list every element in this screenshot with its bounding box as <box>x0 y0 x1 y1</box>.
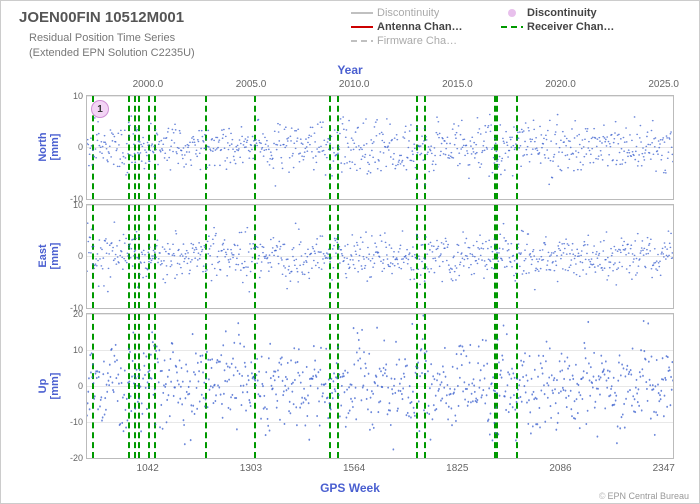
legend-swatch <box>351 35 373 47</box>
legend-label: Receiver Chan… <box>527 21 614 33</box>
chart-panels: North[mm]1-10010East[mm]-10010Up[mm]-20-… <box>86 95 674 459</box>
legend-swatch <box>351 21 373 33</box>
ytick: 0 <box>55 251 83 261</box>
legend-item: Receiver Chan… <box>501 21 671 33</box>
legend-label: Discontinuity <box>377 7 439 19</box>
legend-label: Antenna Chan… <box>377 21 463 33</box>
chart-container: JOEN00FIN 10512M001 Residual Position Ti… <box>0 0 700 504</box>
ytick: 10 <box>55 200 83 210</box>
top-tick: 2005.0 <box>236 79 267 90</box>
subtitle-line-2: (Extended EPN Solution C2235U) <box>29 46 195 61</box>
legend-swatch <box>501 21 523 33</box>
scatter-north <box>87 96 673 199</box>
discontinuity-badge: 1 <box>91 100 109 118</box>
legend-item: Discontinuity <box>351 7 501 19</box>
legend-label: Firmware Cha… <box>377 35 457 47</box>
bottom-axis-ticks: 1042 1303 1564 1825 2086 2347 <box>86 463 674 477</box>
panel-east: East[mm]-10010 <box>86 204 674 309</box>
ytick: -10 <box>55 417 83 427</box>
bottom-tick: 2086 <box>549 463 571 474</box>
bottom-tick: 1564 <box>343 463 365 474</box>
top-tick: 2010.0 <box>339 79 370 90</box>
subtitle-line-1: Residual Position Time Series <box>29 31 195 46</box>
bottom-tick: 2347 <box>653 463 675 474</box>
legend-item: Discontinuity <box>501 7 671 19</box>
top-tick: 2025.0 <box>648 79 679 90</box>
chart-subtitle: Residual Position Time Series (Extended … <box>29 31 195 62</box>
ytick: 10 <box>55 345 83 355</box>
legend-label: Discontinuity <box>527 7 597 19</box>
scatter-east <box>87 205 673 308</box>
footer-credit: EPN Central Bureau <box>599 491 689 501</box>
chart-legend: Discontinuity Discontinuity Antenna Chan… R… <box>351 7 691 47</box>
top-tick: 2015.0 <box>442 79 473 90</box>
ytick: 0 <box>55 142 83 152</box>
bottom-tick: 1303 <box>240 463 262 474</box>
ytick: 0 <box>55 381 83 391</box>
legend-swatch <box>501 7 523 19</box>
top-tick: 2000.0 <box>133 79 164 90</box>
bottom-tick: 1042 <box>137 463 159 474</box>
top-axis-ticks: 2000.02005.02010.02015.02020.02025.0 <box>86 79 674 93</box>
ytick: 10 <box>55 91 83 101</box>
legend-item: Firmware Cha… <box>351 35 501 47</box>
legend-item: Antenna Chan… <box>351 21 501 33</box>
legend-swatch <box>351 7 373 19</box>
bottom-tick: 1825 <box>446 463 468 474</box>
chart-title: JOEN00FIN 10512M001 <box>19 9 184 26</box>
ytick: -20 <box>55 453 83 463</box>
panel-up: Up[mm]-20-1001020 <box>86 313 674 459</box>
bottom-axis-title: GPS Week <box>1 481 699 495</box>
ytick: 20 <box>55 309 83 319</box>
top-axis-title: Year <box>1 63 699 77</box>
top-tick: 2020.0 <box>545 79 576 90</box>
scatter-up <box>87 314 673 458</box>
panel-north: North[mm]1-10010 <box>86 95 674 200</box>
